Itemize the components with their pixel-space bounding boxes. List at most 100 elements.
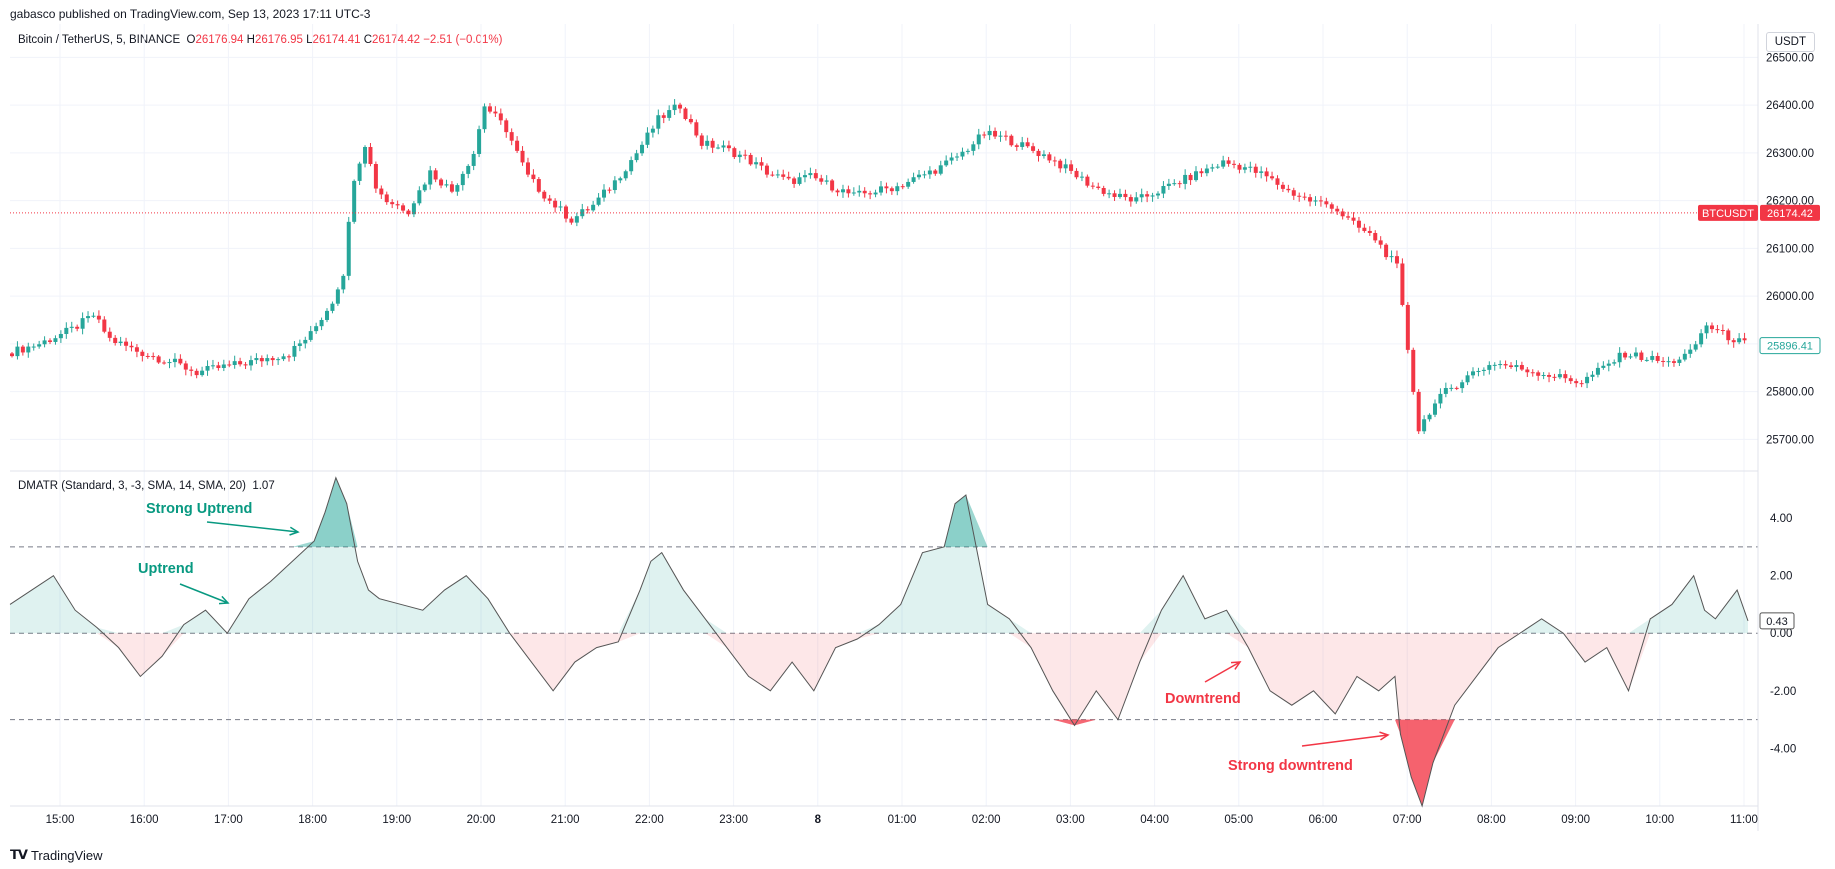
tradingview-brand[interactable]: 𝗧𝗩 TradingView	[10, 847, 102, 863]
candle-body	[770, 174, 775, 176]
candle-body	[216, 365, 221, 368]
candle-body	[1373, 232, 1378, 241]
ma-value-badge	[1759, 337, 1821, 355]
candle-body	[998, 135, 1003, 137]
candle-body	[1020, 142, 1025, 147]
candle-body	[1536, 372, 1541, 376]
candle-body	[764, 165, 769, 175]
candle-body	[868, 193, 873, 195]
candle-body	[10, 353, 14, 357]
candle-body	[927, 170, 932, 175]
candle-body	[792, 178, 797, 184]
candle-body	[238, 361, 243, 365]
strong-downtrend-label: Strong downtrend	[1228, 758, 1353, 774]
candle-body	[151, 356, 156, 358]
candle-body	[80, 318, 85, 329]
symbol-name[interactable]: Bitcoin / TetherUS, 5, BINANCE	[18, 34, 181, 46]
candle-body	[498, 113, 503, 121]
candle-body	[1454, 387, 1459, 389]
candle-body	[1699, 333, 1704, 345]
candle-body	[667, 110, 672, 118]
price-tick-label: 26300.00	[1766, 148, 1814, 160]
candle-body	[623, 171, 628, 179]
candle-body	[124, 341, 129, 346]
candle-body	[585, 209, 590, 211]
time-tick-label: 06:00	[1309, 814, 1338, 826]
candle-body	[1215, 166, 1220, 168]
candle-body	[1590, 374, 1595, 377]
candle-body	[515, 140, 520, 151]
candle-body	[944, 160, 949, 166]
candle-body	[444, 184, 449, 186]
candle-body	[281, 356, 286, 360]
candle-body	[1047, 154, 1052, 161]
indicator-line	[9, 476, 1749, 808]
candle-body	[884, 186, 889, 189]
candle-body	[802, 175, 807, 178]
candle-body	[1547, 375, 1552, 377]
candle-body	[140, 351, 145, 356]
open-label: O	[186, 34, 196, 46]
candle-body	[156, 356, 161, 363]
candle-body	[688, 118, 693, 123]
candle-body	[797, 177, 802, 184]
candle-body	[1498, 364, 1503, 366]
candle-body	[1666, 361, 1671, 363]
candle-body	[449, 184, 454, 192]
annotation-arrow-line	[179, 583, 229, 604]
strong-downtrend-area	[10, 719, 1748, 806]
time-tick-label: 16:00	[130, 814, 159, 826]
candle-body	[1742, 338, 1747, 341]
candle-body	[15, 346, 20, 357]
indicator-tick-label: 0.00	[1770, 628, 1792, 640]
candle-body	[835, 190, 840, 193]
candle-body	[504, 120, 509, 133]
candle-body	[591, 204, 596, 211]
candle-body	[678, 104, 683, 109]
candle-body	[183, 363, 188, 370]
candle-body	[694, 122, 699, 136]
candle-body	[1351, 217, 1356, 221]
candle-body	[1270, 176, 1275, 179]
candle-body	[1210, 167, 1215, 169]
candle-body	[341, 275, 346, 290]
candle-body	[493, 111, 498, 114]
annotation-arrow-head	[1379, 731, 1390, 741]
indicator-value-text: 0.43	[1766, 616, 1787, 628]
candle-body	[1595, 367, 1600, 375]
indicator-legend[interactable]: DMATR (Standard, 3, -3, SMA, 14, SMA, 20…	[18, 480, 275, 492]
time-tick-label: 23:00	[719, 814, 748, 826]
candle-body	[390, 202, 395, 205]
candle-body	[1074, 170, 1079, 178]
candle-body	[982, 134, 987, 136]
candle-body	[1242, 167, 1247, 170]
candle-body	[1085, 176, 1090, 186]
currency-button[interactable]: USDT	[1765, 32, 1815, 52]
candle-body	[1628, 356, 1633, 358]
candle-body	[1671, 361, 1676, 363]
time-tick-label: 03:00	[1056, 814, 1085, 826]
candle-body	[509, 132, 514, 141]
candle-body	[1715, 329, 1720, 331]
candle-body	[1612, 362, 1617, 364]
published-header: gabasco published on TradingView.com, Se…	[10, 7, 371, 21]
candle-body	[1601, 365, 1606, 368]
time-tick-label: 11:00	[1730, 814, 1758, 826]
candle-body	[1248, 166, 1253, 168]
candle-body	[167, 362, 172, 364]
candle-body	[1079, 176, 1084, 178]
candle-body	[1574, 381, 1579, 384]
candle-body	[726, 145, 731, 149]
candle-body	[1161, 185, 1166, 194]
candle-body	[650, 128, 655, 133]
candle-body	[58, 333, 63, 339]
high-value: 26176.95	[254, 34, 303, 46]
candle-body	[91, 315, 96, 317]
candle-body	[965, 150, 970, 152]
candlestick-series	[10, 99, 1747, 435]
candle-body	[1378, 240, 1383, 245]
close-value: 26174.42	[372, 34, 420, 46]
candle-body	[1693, 344, 1698, 350]
time-tick-label: 10:00	[1645, 814, 1674, 826]
